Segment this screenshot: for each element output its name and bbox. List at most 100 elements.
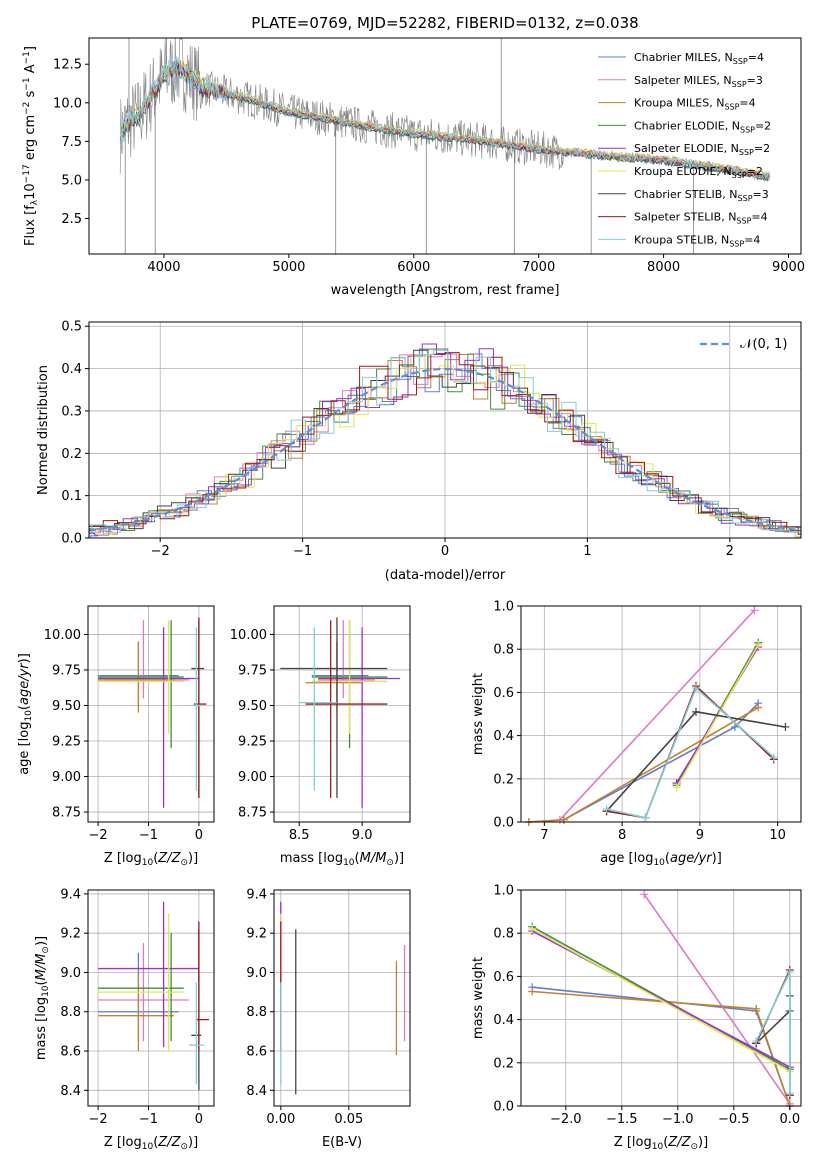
y-tick-label: 9.50 bbox=[52, 699, 81, 714]
y-tick-label: 12.5 bbox=[53, 58, 82, 73]
y-axis-label: Flux [fλ10−17 erg cm−2 s−1 A−1] bbox=[22, 46, 40, 246]
y-tick-label: 0.0 bbox=[61, 532, 82, 547]
x-tick-label: −1.0 bbox=[662, 1112, 694, 1127]
plot-frame bbox=[87, 889, 215, 1107]
series-marker bbox=[769, 753, 778, 762]
series-line bbox=[606, 686, 775, 819]
legend-label: Kroupa MILES, NSSP=4 bbox=[634, 97, 756, 112]
series-line bbox=[559, 609, 755, 821]
x-tick-label: 0.0 bbox=[779, 1112, 800, 1127]
legend-label: Kroupa ELODIE, NSSP=2 bbox=[634, 165, 763, 180]
x-axis-label: Z [log10(Z/Z⊙)] bbox=[614, 1135, 708, 1152]
y-tick-label: 0.8 bbox=[493, 927, 514, 942]
y-tick-label: 8.4 bbox=[246, 1084, 267, 1099]
series-marker bbox=[528, 924, 537, 933]
chart-title: PLATE=0769, MJD=52282, FIBERID=0132, z=0… bbox=[251, 14, 638, 32]
legend-label: Chabrier STELIB, NSSP=3 bbox=[634, 188, 769, 203]
x-tick-label: 0 bbox=[195, 828, 203, 843]
legend-tail: =3 bbox=[753, 188, 769, 201]
y-tick-label: 9.25 bbox=[238, 735, 267, 750]
series-marker bbox=[692, 684, 700, 693]
y-axis-label: Normed distribution bbox=[36, 365, 51, 495]
y-tick-label: 9.0 bbox=[246, 966, 267, 981]
legend-tail: =2 bbox=[747, 165, 763, 178]
x-axis-label: Z [log10(Z/Z⊙)] bbox=[104, 851, 198, 868]
x-tick-label: 10 bbox=[769, 828, 786, 843]
histogram-step bbox=[89, 350, 801, 538]
y-tick-label: 0.0 bbox=[493, 816, 514, 831]
x-tick-label: 8000 bbox=[647, 260, 680, 275]
y-axis-label: age [log10(age/yr)] bbox=[17, 653, 34, 775]
y-tick-label: 8.75 bbox=[238, 806, 267, 821]
y-tick-label: 9.75 bbox=[238, 663, 267, 678]
series-marker bbox=[752, 1004, 761, 1013]
y-tick-label: 9.50 bbox=[238, 699, 267, 714]
x-tick-label: −2 bbox=[88, 828, 107, 843]
y-tick-label: 9.4 bbox=[60, 887, 81, 902]
legend-tail: =4 bbox=[748, 51, 764, 64]
panel-5: −2 −1 0 8.4 8.6 8.8 9.0 9.2 9.4 Z [log10(Z/Z⊙)] ma… bbox=[34, 887, 215, 1152]
series-marker bbox=[754, 703, 763, 712]
x-axis-label: E(B-V) bbox=[322, 1135, 362, 1150]
legend-sub: SSP bbox=[736, 217, 751, 226]
legend-sub: SSP bbox=[729, 239, 744, 248]
y-axis-label: mass [log10(M/M⊙)] bbox=[34, 936, 51, 1060]
x-tick-label: 0.00 bbox=[266, 1112, 295, 1127]
y-tick-label: 8.75 bbox=[52, 806, 81, 821]
x-tick-label: 8 bbox=[618, 828, 626, 843]
model-spectrum bbox=[119, 56, 770, 176]
y-tick-label: 1.0 bbox=[493, 600, 514, 615]
series-marker bbox=[672, 783, 681, 792]
y-tick-label: 0.2 bbox=[493, 1056, 514, 1071]
x-tick-label: 8.5 bbox=[289, 828, 310, 843]
spectrum-lines bbox=[119, 38, 771, 254]
x-tick-label: −1.5 bbox=[606, 1112, 638, 1127]
x-tick-label: 4000 bbox=[147, 260, 180, 275]
series-line bbox=[643, 893, 791, 1105]
y-tick-label: 0.3 bbox=[61, 404, 82, 419]
legend-label: 𝒩(0, 1) bbox=[740, 337, 787, 352]
panel-6: 0.00 0.05 8.4 8.6 8.8 9.0 9.2 9.4 E(B-V) bbox=[246, 887, 411, 1150]
y-tick-label: 9.0 bbox=[60, 966, 81, 981]
legend: Chabrier MILES, NSSP=4 Salpeter MILES, NS… bbox=[598, 51, 771, 248]
series-line bbox=[531, 930, 791, 1068]
legend-tail: =2 bbox=[755, 119, 771, 132]
y-tick-label: 8.8 bbox=[60, 1005, 81, 1020]
panel-2: −2 −1 0 8.75 9.00 9.25 9.50 9.75 10.00 Z [log10(Z… bbox=[17, 605, 215, 868]
y-tick-label: 0.0 bbox=[493, 1100, 514, 1115]
y-tick-label: 0.2 bbox=[61, 447, 82, 462]
series-marker bbox=[640, 890, 649, 899]
x-tick-label: −0.5 bbox=[718, 1112, 750, 1127]
plot-frame bbox=[273, 605, 411, 823]
x-tick-label: −2 bbox=[151, 544, 170, 559]
x-tick-label: −2 bbox=[88, 1112, 107, 1127]
y-tick-label: 0.4 bbox=[61, 362, 82, 377]
x-tick-label: 9.0 bbox=[352, 828, 373, 843]
panel-0: 4000 5000 6000 7000 8000 9000 2.5 5.0 7.5 10.0 12.… bbox=[22, 14, 805, 298]
plot-frame bbox=[520, 605, 802, 823]
legend-sub: SSP bbox=[724, 103, 739, 112]
x-axis-label: mass [log10(M/M⊙)] bbox=[280, 851, 404, 868]
panel-4: 7 8 9 10 0.0 0.2 0.4 0.6 0.8 1.0 age [log10(age/yr… bbox=[471, 600, 802, 868]
y-tick-label: 0.4 bbox=[493, 1013, 514, 1028]
y-tick-label: 9.00 bbox=[52, 770, 81, 785]
x-tick-label: 1 bbox=[583, 544, 591, 559]
legend-label: Chabrier ELODIE, NSSP=2 bbox=[634, 119, 771, 134]
y-tick-label: 10.00 bbox=[44, 628, 81, 643]
legend-sub: SSP bbox=[732, 171, 747, 180]
histograms bbox=[89, 343, 801, 538]
legend-label: Salpeter MILES, NSSP=3 bbox=[634, 74, 763, 89]
legend-sub: SSP bbox=[739, 148, 754, 157]
y-tick-label: 7.5 bbox=[61, 135, 82, 150]
histogram-step bbox=[89, 343, 801, 536]
plot-frame bbox=[87, 605, 215, 823]
x-tick-label: 7 bbox=[540, 828, 548, 843]
series-marker bbox=[559, 815, 568, 824]
y-tick-label: 1.0 bbox=[493, 884, 514, 899]
normal-curve bbox=[89, 367, 801, 532]
legend-label: Kroupa STELIB, NSSP=4 bbox=[634, 233, 760, 248]
x-tick-label: 6000 bbox=[397, 260, 430, 275]
y-tick-label: 8.4 bbox=[60, 1084, 81, 1099]
series-marker bbox=[692, 707, 700, 716]
